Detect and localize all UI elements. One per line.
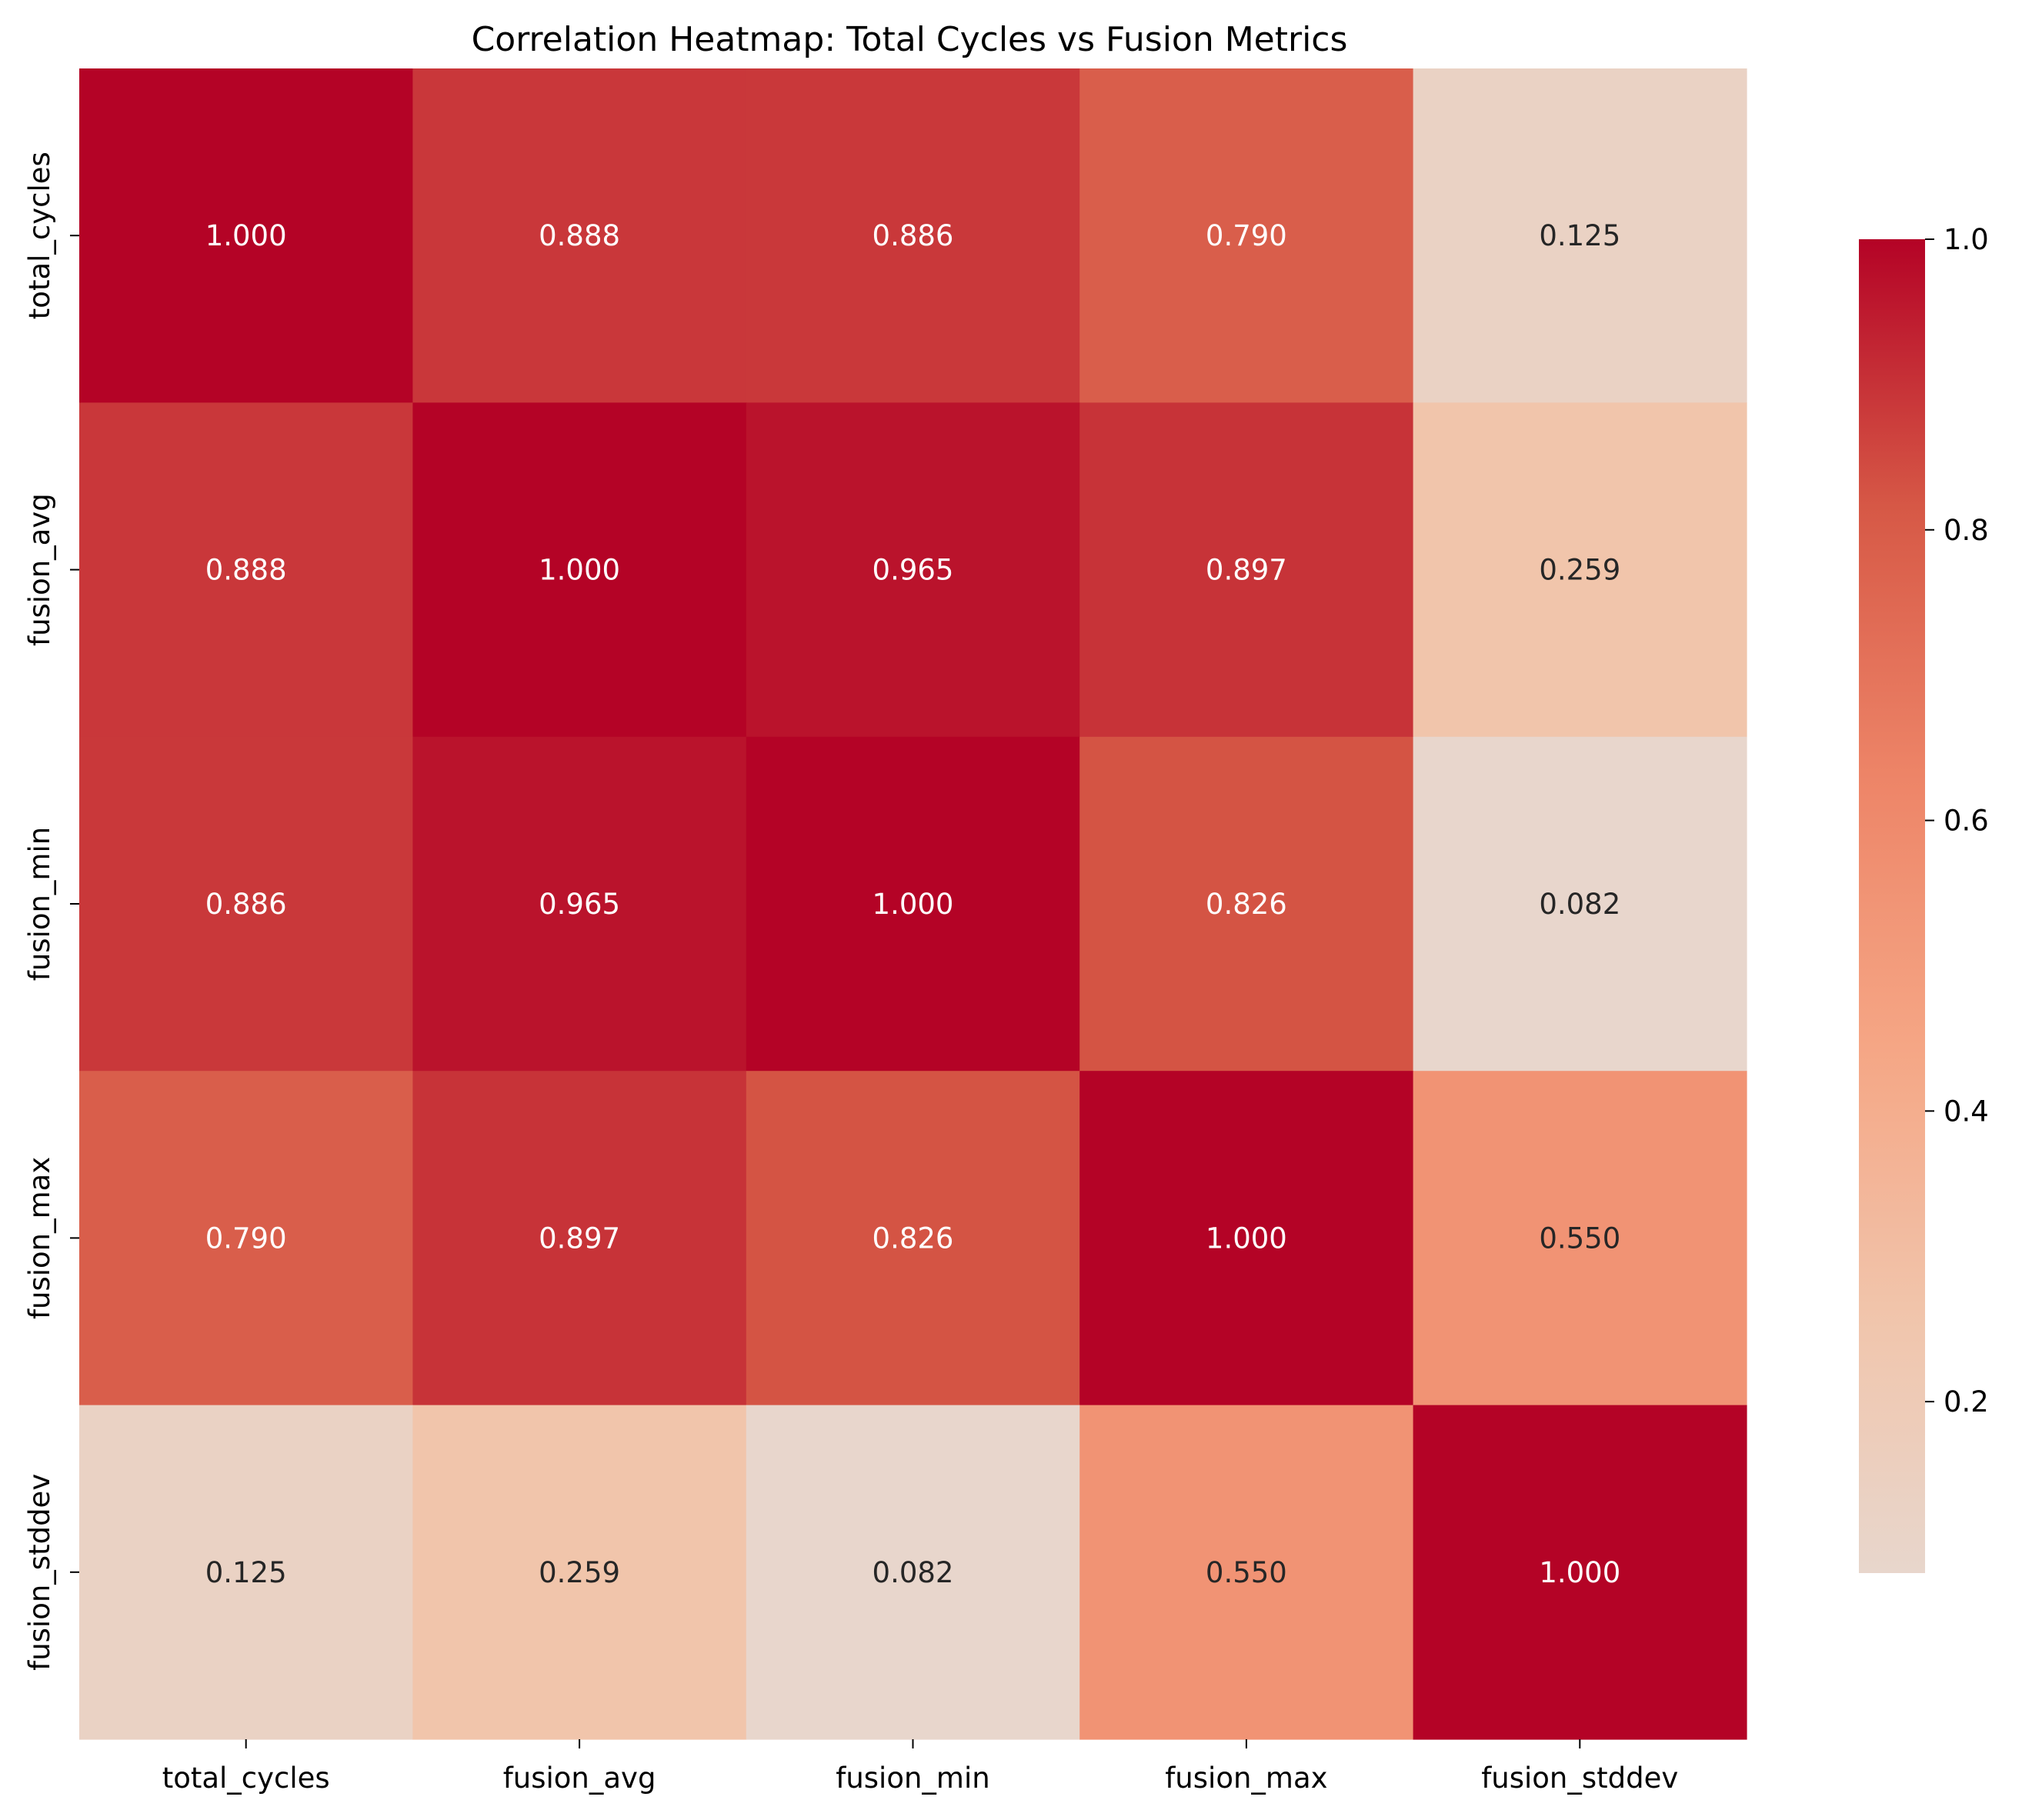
colorbar-tick-label: 0.8	[1944, 514, 1989, 547]
cell-value-label: 0.965	[873, 554, 954, 587]
heatmap-cell	[1079, 736, 1414, 1072]
y-tick-label: fusion_avg	[23, 493, 56, 646]
colorbar-tick-label: 0.4	[1944, 1095, 1989, 1128]
cell-value-label: 0.125	[205, 1556, 287, 1589]
y-tick-label: fusion_min	[23, 827, 56, 981]
heatmap-cell	[412, 1071, 747, 1406]
cell-value-label: 0.897	[1206, 554, 1287, 587]
heatmap-cell	[1413, 402, 1747, 738]
heatmap-cell	[746, 736, 1080, 1072]
heatmap-cell	[79, 402, 413, 738]
cell-value-label: 0.259	[539, 1556, 620, 1589]
heatmap-cell	[412, 1405, 747, 1740]
heatmap-cell	[1413, 736, 1747, 1072]
colorbar-tick-label: 0.2	[1944, 1385, 1989, 1418]
cell-value-label: 1.000	[1539, 1556, 1620, 1589]
cell-value-label: 0.790	[205, 1222, 287, 1255]
heatmap-cell	[1413, 1071, 1747, 1406]
colorbar-gradient	[1859, 239, 1925, 1573]
heatmap-cell	[746, 1405, 1080, 1740]
heatmap-cell	[1079, 1071, 1414, 1406]
cell-value-label: 0.888	[539, 219, 620, 252]
heatmap-cell	[1413, 1405, 1747, 1740]
colorbar: 0.2 0.4 0.6 0.8 1.0	[1859, 223, 1989, 1573]
y-tick-label: fusion_max	[23, 1157, 56, 1319]
cell-value-label: 1.000	[1206, 1222, 1287, 1255]
cell-value-label: 0.082	[1539, 888, 1620, 921]
heatmap-cell	[412, 68, 747, 403]
heatmap-cell	[79, 1071, 413, 1406]
heatmap-cell	[412, 402, 747, 738]
x-tick-label: fusion_min	[836, 1762, 989, 1795]
y-tick-label: total_cycles	[23, 152, 56, 319]
cell-value-label: 1.000	[205, 219, 287, 252]
cell-value-label: 0.790	[1206, 219, 1287, 252]
cell-value-label: 0.897	[539, 1222, 620, 1255]
x-axis: total_cycles fusion_avg fusion_min fusion_m…	[162, 1739, 1678, 1795]
cell-value-label: 0.826	[873, 1222, 954, 1255]
cell-value-label: 0.125	[1539, 219, 1620, 252]
cell-value-label: 0.886	[205, 888, 287, 921]
cell-value-label: 0.082	[873, 1556, 954, 1589]
x-tick-label: fusion_avg	[503, 1762, 656, 1795]
cell-value-label: 0.886	[873, 219, 954, 252]
y-tick-label: fusion_stddev	[23, 1474, 56, 1671]
x-tick-label: fusion_max	[1165, 1762, 1327, 1795]
heatmap-cell	[1079, 402, 1414, 738]
heatmap-cells: 1.000 0.888 0.886 0.790 0.125 0.888 1.000 0.965…	[79, 68, 1747, 1740]
heatmap-cell	[79, 736, 413, 1072]
cell-value-label: 0.259	[1539, 554, 1620, 587]
cell-value-label: 0.965	[539, 888, 620, 921]
heatmap-cell	[79, 1405, 413, 1740]
heatmap-cell	[1079, 68, 1414, 403]
heatmap-cell	[79, 68, 413, 403]
heatmap-cell	[412, 736, 747, 1072]
heatmap-cell	[746, 402, 1080, 738]
chart-title: Correlation Heatmap: Total Cycles vs Fus…	[472, 20, 1348, 59]
y-axis: total_cycles fusion_avg fusion_min fusion_m…	[23, 152, 79, 1671]
cell-value-label: 0.888	[205, 554, 287, 587]
cell-value-label: 0.550	[1539, 1222, 1620, 1255]
cell-value-label: 0.826	[1206, 888, 1287, 921]
heatmap-cell	[1413, 68, 1747, 403]
x-tick-label: fusion_stddev	[1481, 1762, 1678, 1795]
x-tick-label: total_cycles	[162, 1762, 330, 1795]
heatmap-cell	[746, 68, 1080, 403]
heatmap-cell	[1079, 1405, 1414, 1740]
heatmap-cell	[746, 1071, 1080, 1406]
colorbar-tick-label: 0.6	[1944, 805, 1989, 838]
cell-value-label: 1.000	[873, 888, 954, 921]
cell-value-label: 0.550	[1206, 1556, 1287, 1589]
colorbar-tick-label: 1.0	[1944, 223, 1989, 256]
cell-value-label: 1.000	[539, 554, 620, 587]
